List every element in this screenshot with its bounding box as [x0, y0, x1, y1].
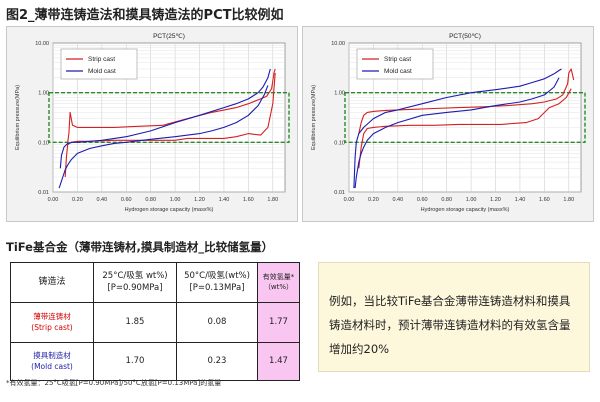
x-tick-label: 0.00 — [48, 197, 59, 203]
x-tick-label: 0.60 — [121, 197, 132, 203]
y-axis-label: Equilibrium pressure(MPa) — [15, 85, 21, 150]
y-tick-label: 0.10 — [38, 140, 49, 146]
chart-pct-50-svg: 0.00 0.20 0.40 0.60 0.80 1.00 1.20 1.40 1.60 1.80… — [311, 33, 586, 213]
table-header-row: 铸造法 25°C/吸氢 wt%) [P=0.90MPa] 50°C/吸氢(wt%… — [10, 262, 300, 303]
series-line-mold-cast — [58, 85, 269, 189]
x-tick-label: 0.20 — [72, 197, 83, 203]
x-tick-label: 1.20 — [490, 197, 501, 203]
x-tick-label: 0.80 — [441, 197, 452, 203]
x-tick-label: 0.40 — [96, 197, 107, 203]
x-tick-label: 1.40 — [219, 197, 230, 203]
chart-pct-25: 0.00 0.20 0.40 0.60 0.80 1.00 1.20 1.40 1.60 1.80… — [6, 26, 298, 222]
x-tick-label: 1.00 — [466, 197, 477, 203]
header-effective-hydrogen: 有效氢量* （wt%） — [257, 262, 300, 303]
y-tick-label: 1.00 — [38, 91, 49, 97]
highlight-band — [344, 91, 586, 144]
x-tick-label: 0.40 — [392, 197, 403, 203]
cell-mold-effective: 1.47 — [257, 342, 300, 381]
series-line-strip-cast — [358, 88, 572, 169]
row-name-strip-cast: 薄带连铸材 (Strip cast) — [10, 302, 94, 343]
legend-box — [60, 48, 138, 80]
summary-note: 例如，当比较TiFe基合金薄带连铸造材料和摸具铸造材料时，预计薄带连铸造材料的有… — [318, 262, 590, 372]
series-line-strip-cast — [358, 68, 575, 134]
y-tick-label: 0.01 — [38, 190, 49, 196]
cell-mold-25: 1.70 — [93, 342, 177, 381]
series-line-mold-cast — [59, 68, 271, 169]
chart-title: PCT(25℃) — [153, 33, 185, 40]
x-tick-label: 1.80 — [563, 197, 574, 203]
x-tick-label: 0.00 — [344, 197, 355, 203]
x-tick-label: 1.80 — [267, 197, 278, 203]
series-line-mold-cast — [354, 77, 560, 189]
cell-strip-50: 0.08 — [176, 302, 258, 343]
cell-mold-50: 0.23 — [176, 342, 258, 381]
y-axis-label: Equilibrium pressure(MPa) — [311, 85, 317, 150]
x-tick-label: 1.60 — [243, 197, 254, 203]
highlight-band — [48, 91, 290, 144]
chart-pct-25-svg: 0.00 0.20 0.40 0.60 0.80 1.00 1.20 1.40 1.60 1.80… — [15, 33, 290, 213]
header-absorb-50: 50°C/吸氢(wt%) [P=0.13MPa] — [176, 262, 258, 303]
x-tick-label: 1.60 — [539, 197, 550, 203]
x-tick-label: 1.20 — [194, 197, 205, 203]
x-axis-label: Hydrogen storage capacity (mass%) — [421, 207, 510, 213]
cell-strip-effective: 1.77 — [257, 302, 300, 343]
legend-box — [356, 48, 434, 80]
x-tick-label: 1.00 — [170, 197, 181, 203]
header-absorb-25: 25°C/吸氢 wt%) [P=0.90MPa] — [93, 262, 177, 303]
legend-label: Mold cast — [384, 68, 412, 75]
cell-strip-25: 1.85 — [93, 302, 177, 343]
series-line-strip-cast — [67, 68, 276, 143]
header-casting-method: 铸造法 — [10, 262, 94, 303]
y-tick-label: 0.10 — [334, 140, 345, 146]
legend-label: Strip cast — [88, 56, 115, 63]
comparison-table: 铸造法 25°C/吸氢 wt%) [P=0.90MPa] 50°C/吸氢(wt%… — [10, 262, 300, 381]
y-tick-label: 1.00 — [334, 91, 345, 97]
y-tick-label: 10.00 — [331, 41, 345, 47]
y-tick-label: 0.01 — [334, 190, 345, 196]
x-tick-label: 0.80 — [145, 197, 156, 203]
legend-label: Strip cast — [384, 56, 411, 63]
x-tick-label: 1.40 — [515, 197, 526, 203]
table-row: 薄带连铸材 (Strip cast) 1.85 0.08 1.77 — [10, 302, 300, 343]
section-title: TiFe基合金（薄带连铸材,摸具制造材_比较储氢量） — [6, 240, 274, 254]
series-line-mold-cast — [353, 68, 562, 189]
legend-label: Mold cast — [88, 68, 116, 75]
x-tick-label: 0.60 — [417, 197, 428, 203]
row-name-mold-cast: 摸具制造材 (Mold cast) — [10, 342, 94, 381]
figure-title: 图2_薄带连铸造法和摸具铸造法的PCT比较例如 — [6, 8, 284, 23]
table-row: 摸具制造材 (Mold cast) 1.70 0.23 1.47 — [10, 342, 300, 381]
y-tick-label: 10.00 — [35, 41, 49, 47]
chart-title: PCT(50℃) — [449, 33, 481, 40]
x-tick-label: 0.20 — [368, 197, 379, 203]
chart-pct-50: 0.00 0.20 0.40 0.60 0.80 1.00 1.20 1.40 1.60 1.80… — [302, 26, 594, 222]
table-footnote: *有效氢量：25°C吸氢[P=0.90MPa]/50°C放氢[P=0.13MPa… — [6, 379, 222, 387]
x-axis-label: Hydrogen storage capacity (mass%) — [125, 207, 214, 213]
